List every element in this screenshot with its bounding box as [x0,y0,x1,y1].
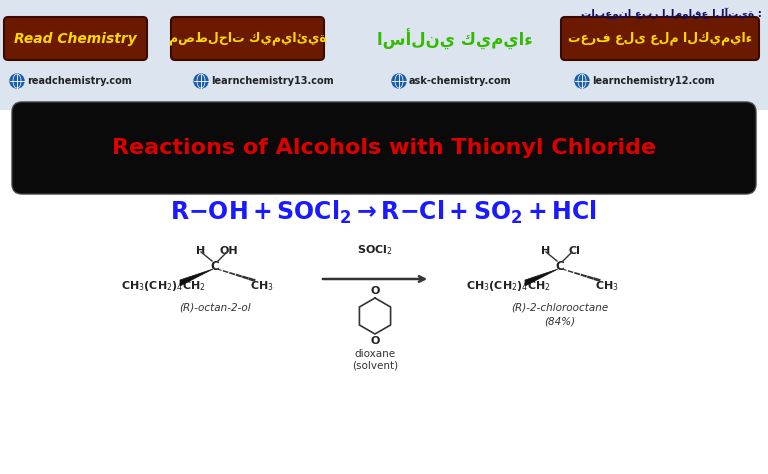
Text: C: C [555,261,564,273]
Text: مصطلحات كيميائية: مصطلحات كيميائية [169,32,326,45]
Text: OH: OH [220,246,238,256]
Text: تعرف على علم الكيمياء: تعرف على علم الكيمياء [568,32,752,45]
Circle shape [575,74,589,88]
Circle shape [10,74,24,88]
Text: learnchemistry13.com: learnchemistry13.com [211,76,333,86]
Text: SOCl$_2$: SOCl$_2$ [357,243,393,257]
Text: Cl: Cl [568,246,580,256]
Text: ask-chemistry.com: ask-chemistry.com [409,76,511,86]
Text: (solvent): (solvent) [352,361,398,371]
FancyBboxPatch shape [0,0,768,110]
Text: readchemistry.com: readchemistry.com [27,76,132,86]
Text: تابعونا عبر المواقع الآتية :: تابعونا عبر المواقع الآتية : [581,8,762,20]
Text: H: H [541,246,551,256]
Polygon shape [525,269,558,286]
Text: Reactions of Alcohols with Thionyl Chloride: Reactions of Alcohols with Thionyl Chlor… [112,138,656,158]
Circle shape [392,74,406,88]
Text: O: O [370,286,379,296]
FancyBboxPatch shape [4,17,147,60]
Text: اسألني كيمياء: اسألني كيمياء [377,28,533,50]
FancyBboxPatch shape [0,110,768,474]
FancyBboxPatch shape [12,102,756,194]
Text: $\mathbf{R{-}OH + SOCl_2 \rightarrow R{-}Cl + SO_2 + HCl}$: $\mathbf{R{-}OH + SOCl_2 \rightarrow R{-… [170,199,598,226]
Text: Read Chemistry: Read Chemistry [14,31,137,46]
FancyBboxPatch shape [171,17,324,60]
Text: (R)-octan-2-ol: (R)-octan-2-ol [179,302,251,312]
Text: C: C [210,261,220,273]
Text: (R)-2-chlorooctane: (R)-2-chlorooctane [511,302,608,312]
Circle shape [194,74,208,88]
Text: CH$_3$(CH$_2$)$_4$CH$_2$: CH$_3$(CH$_2$)$_4$CH$_2$ [121,279,206,293]
Text: CH$_3$: CH$_3$ [250,279,274,293]
Text: H: H [197,246,206,256]
Text: CH$_3$(CH$_2$)$_4$CH$_2$: CH$_3$(CH$_2$)$_4$CH$_2$ [465,279,551,293]
Text: (84%): (84%) [545,316,575,326]
Polygon shape [180,269,213,286]
Text: O: O [370,336,379,346]
Text: learnchemistry12.com: learnchemistry12.com [592,76,715,86]
Text: CH$_3$: CH$_3$ [595,279,619,293]
FancyBboxPatch shape [561,17,759,60]
Text: dioxane: dioxane [355,349,396,359]
